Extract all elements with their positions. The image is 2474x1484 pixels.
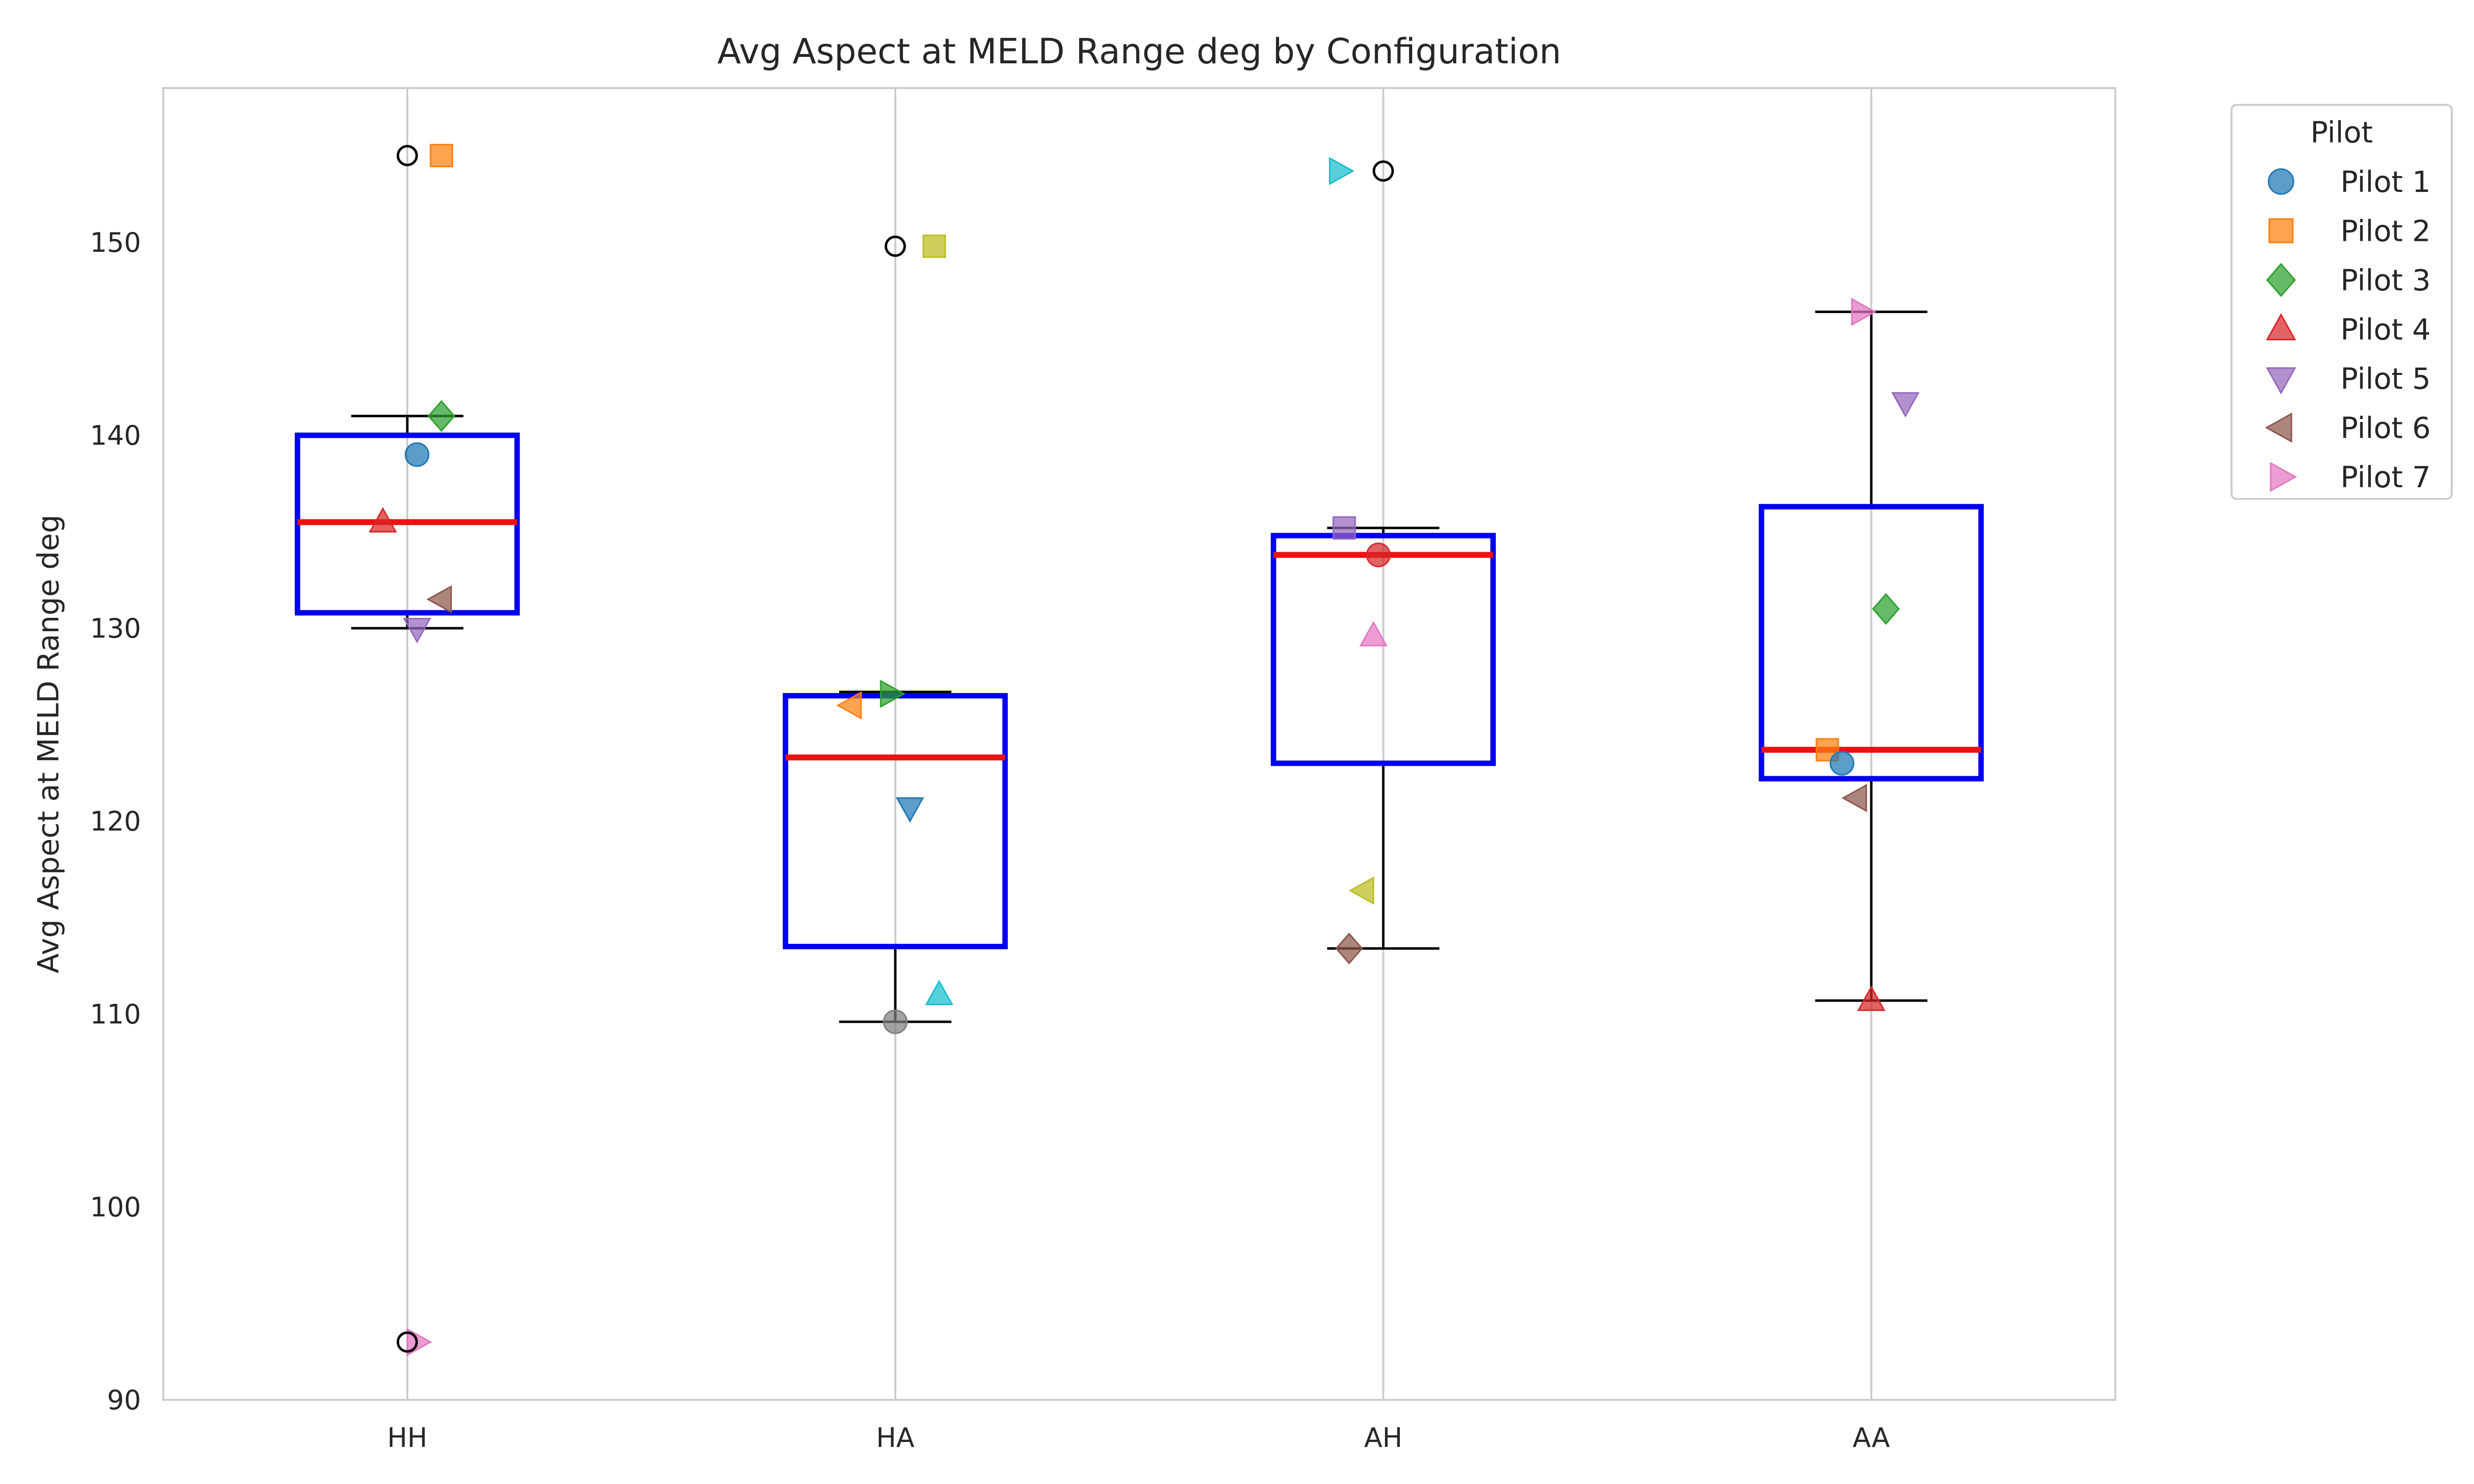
data-point — [404, 442, 429, 467]
x-tick-label: HH — [387, 1422, 428, 1453]
legend-marker — [2266, 313, 2296, 340]
legend-marker — [2268, 168, 2294, 195]
data-point — [1332, 516, 1356, 540]
data-point — [1851, 297, 1877, 326]
legend-label: Pilot 7 — [2340, 460, 2431, 494]
data-point — [1335, 932, 1363, 965]
legend-label: Pilot 4 — [2340, 313, 2431, 347]
data-point — [883, 1009, 908, 1034]
box-body — [1759, 504, 1984, 782]
data-point — [428, 400, 456, 432]
data-point — [1329, 157, 1355, 186]
outlier-point — [396, 145, 418, 166]
data-point — [1891, 392, 1920, 418]
legend-marker — [2270, 462, 2297, 492]
legend-entry: Pilot 6 — [2265, 411, 2431, 445]
legend-marker — [2268, 218, 2294, 243]
data-point — [880, 680, 905, 708]
y-axis-title: Avg Aspect at MELD Range deg — [31, 514, 65, 973]
data-point — [1857, 985, 1886, 1011]
outlier-layer — [396, 145, 1394, 1353]
legend-entry: Pilot 7 — [2270, 460, 2431, 494]
data-point — [836, 691, 862, 720]
data-point — [1841, 784, 1867, 812]
box-aa — [1759, 310, 1984, 1002]
x-tick-label: HA — [876, 1422, 915, 1453]
legend-marker — [2266, 367, 2296, 395]
legend-entry: Pilot 2 — [2268, 214, 2431, 248]
data-point — [1366, 542, 1391, 567]
y-tick-label: 110 — [90, 999, 141, 1030]
legend-marker — [2266, 263, 2296, 297]
data-point — [369, 507, 397, 533]
legend-title: Pilot — [2310, 115, 2373, 149]
data-point — [426, 585, 452, 614]
data-point — [1348, 876, 1375, 905]
outlier-point — [396, 1331, 418, 1353]
legend-frame — [2231, 104, 2453, 500]
outlier-point — [1373, 160, 1394, 182]
legend-label: Pilot 3 — [2340, 263, 2431, 297]
legend-entry: Pilot 3 — [2266, 263, 2431, 297]
data-point — [1829, 751, 1855, 776]
data-point — [403, 618, 431, 644]
data-point — [896, 797, 924, 823]
axis-layer: HH HA AH AA 90 100 110 120 130 140 150 — [90, 227, 1890, 1453]
legend-marker — [2265, 412, 2292, 443]
box-body — [1271, 533, 1496, 766]
outlier-point — [884, 235, 906, 257]
grid-layer — [406, 88, 1872, 1400]
legend-label: Pilot 2 — [2340, 214, 2431, 248]
legend-entry: Pilot 5 — [2266, 362, 2431, 396]
x-tick-label: AA — [1853, 1422, 1890, 1453]
legend-label: Pilot 6 — [2340, 411, 2431, 445]
y-tick-label: 120 — [90, 806, 141, 837]
y-tick-label: 130 — [90, 613, 141, 644]
x-tick-label: AH — [1364, 1422, 1403, 1453]
data-point — [922, 234, 946, 258]
point-layer — [369, 143, 1920, 1356]
data-point — [1359, 621, 1388, 647]
y-tick-label: 90 — [107, 1385, 141, 1416]
chart-title: Avg Aspect at MELD Range deg by Configur… — [717, 31, 1561, 72]
legend-label: Pilot 1 — [2340, 165, 2431, 199]
legend-entries: Pilot 1 Pilot 2 Pilot 3 Pilot 4 Pilot 5 Pilot… — [2265, 165, 2431, 494]
y-tick-label: 140 — [90, 420, 141, 451]
legend-entry: Pilot 1 — [2268, 165, 2431, 199]
y-tick-label: 150 — [90, 227, 141, 258]
plot-frame — [162, 87, 2116, 1401]
legend-label: Pilot 5 — [2340, 362, 2431, 396]
y-tick-label: 100 — [90, 1192, 141, 1223]
box-hh — [294, 415, 520, 630]
data-point — [1872, 593, 1900, 625]
legend-entry: Pilot 4 — [2266, 313, 2431, 347]
data-point — [429, 143, 453, 168]
data-point — [925, 979, 953, 1005]
